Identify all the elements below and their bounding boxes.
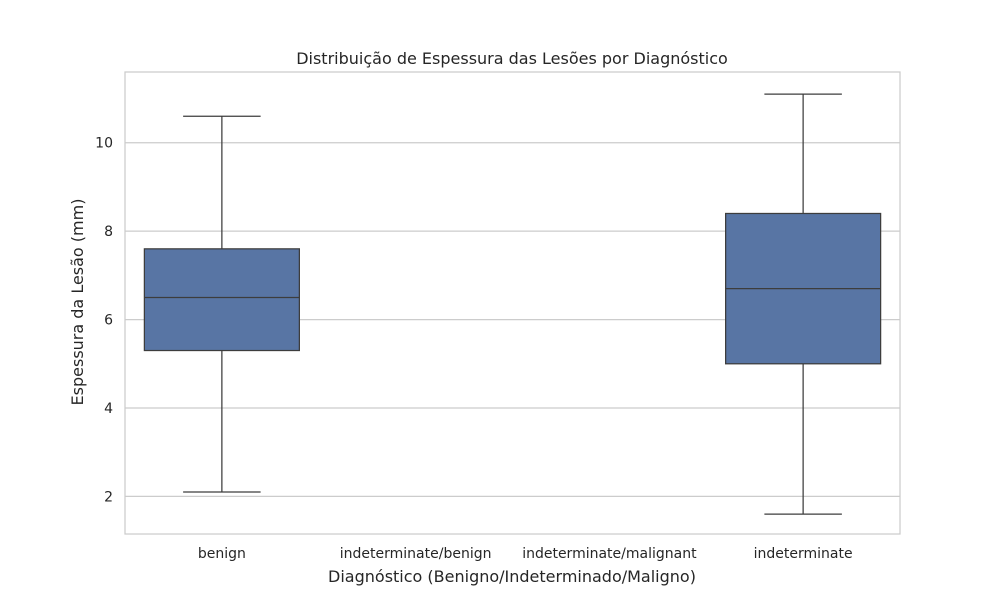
- box-indeterminate: [725, 93, 882, 515]
- x-tick-label: benign: [198, 546, 246, 562]
- x-tick-labels: benign indeterminate/benign indeterminate/…: [198, 546, 853, 562]
- box-benign: [143, 115, 300, 493]
- y-tick-label: 6: [104, 313, 113, 329]
- y-tick-labels: 2 4 6 8 10: [95, 136, 113, 506]
- plot-frame: [124, 71, 901, 535]
- boxes-layer: [143, 93, 882, 515]
- y-axis-label: Espessura da Lesão (mm): [68, 199, 87, 406]
- x-tick-label: indeterminate/benign: [340, 546, 492, 562]
- y-tick-label: 4: [104, 401, 113, 417]
- y-tick-label: 8: [104, 224, 113, 240]
- x-tick-label: indeterminate/malignant: [522, 546, 697, 562]
- y-tick-label: 10: [95, 136, 113, 152]
- x-tick-label: indeterminate: [754, 546, 853, 562]
- chart-title: Distribuição de Espessura das Lesões por…: [296, 49, 728, 68]
- y-tick-label: 2: [104, 489, 113, 505]
- x-axis-label: Diagnóstico (Benigno/Indeterminado/Malig…: [328, 567, 696, 586]
- iqr-box: [143, 248, 300, 352]
